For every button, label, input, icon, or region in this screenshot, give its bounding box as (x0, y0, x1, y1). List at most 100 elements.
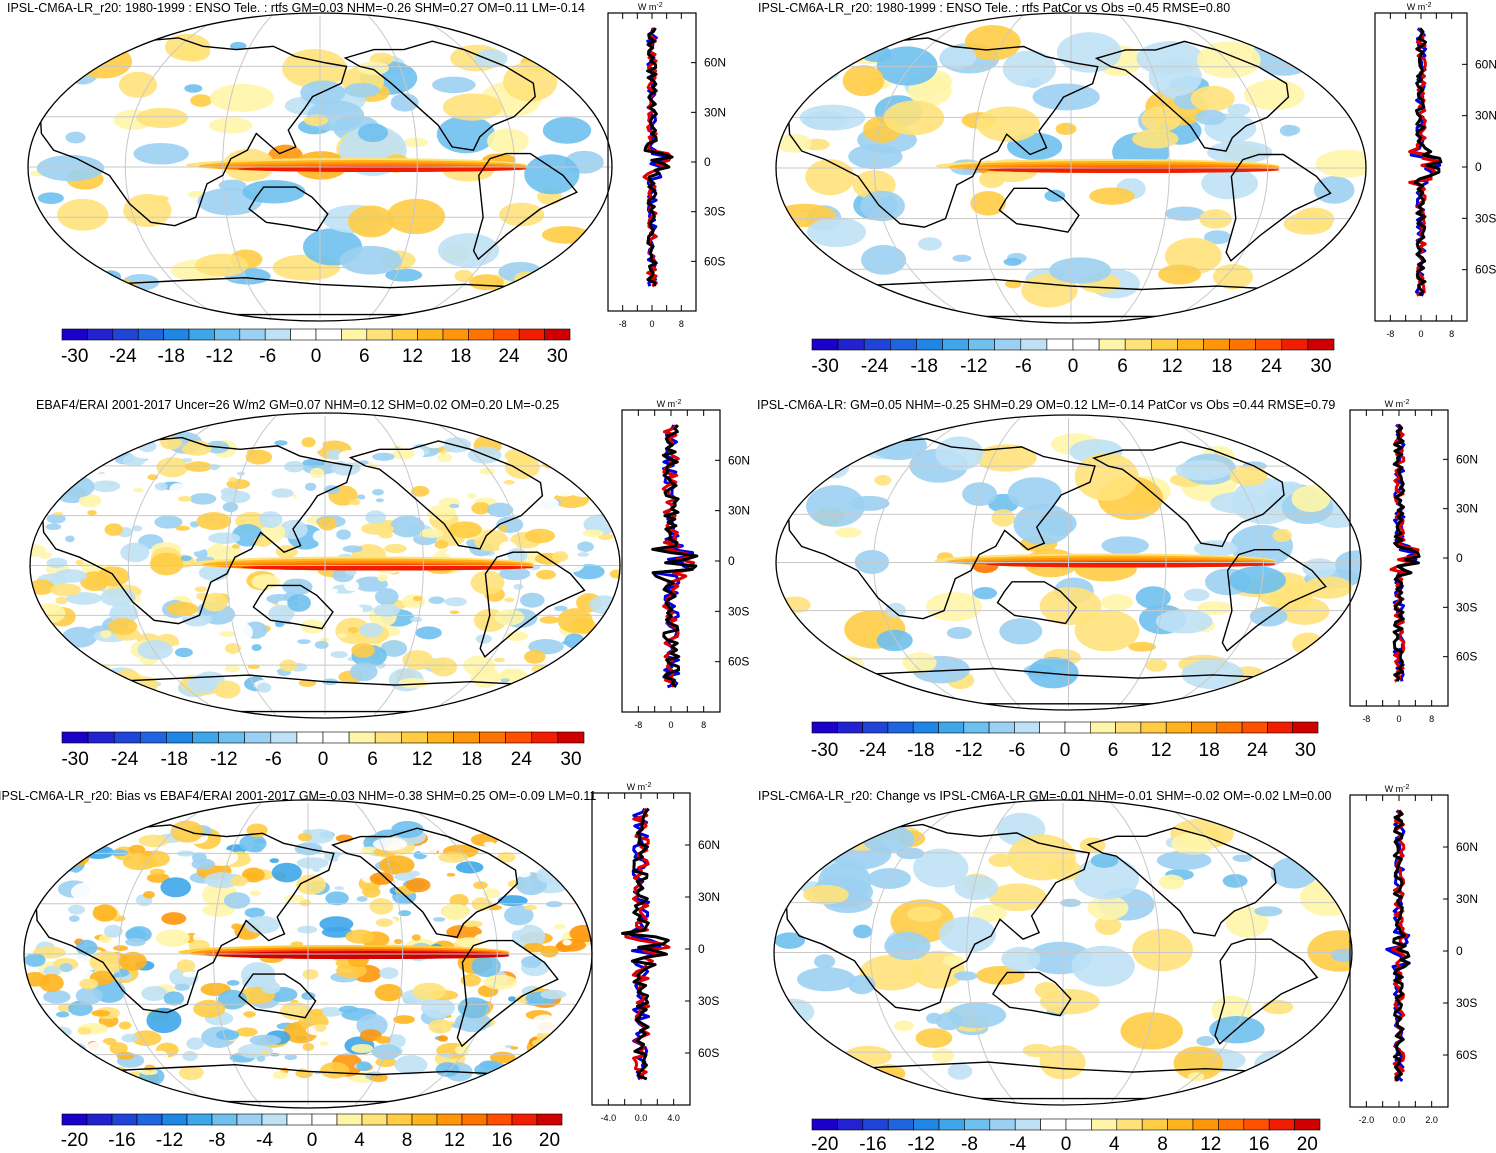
colorbar-tick-label: -24 (859, 740, 887, 761)
field-patch (105, 583, 118, 593)
field-patch (1302, 558, 1337, 579)
field-patch (487, 128, 529, 154)
field-patch (363, 834, 393, 852)
profile-curve-model (1408, 27, 1442, 297)
field-patch (225, 647, 235, 652)
field-patch (502, 914, 526, 931)
field-patch (370, 653, 381, 660)
field-patch (973, 587, 998, 600)
profile-curve-model (660, 424, 697, 688)
field-patch (156, 929, 190, 947)
colorbar-box (166, 731, 193, 744)
field-patch (1199, 209, 1232, 229)
field-patch (244, 676, 269, 692)
field-patch (321, 563, 340, 572)
profile-curve-obs (1409, 27, 1442, 297)
field-patch (835, 527, 862, 538)
colorbar-box (913, 1118, 940, 1131)
enso-tongue (215, 951, 510, 959)
field-patch (410, 908, 429, 921)
field-patch (424, 441, 454, 454)
field-patch (449, 551, 477, 567)
field-patch (197, 601, 221, 616)
graticule-lon (118, 802, 214, 1106)
field-patch (1193, 540, 1238, 557)
field-patch (179, 555, 192, 562)
field-patch (109, 1042, 128, 1055)
colorbar-box (366, 328, 393, 341)
field-patch (139, 1067, 165, 1086)
colorbar-tick-label: -8 (961, 1134, 978, 1153)
field-patch (475, 530, 497, 542)
field-patch (573, 564, 605, 580)
field-patch (1229, 666, 1267, 688)
field-patch (239, 526, 263, 536)
colorbar-tick-label: -20 (61, 1130, 88, 1151)
profile-lat-label: 60N (1456, 452, 1478, 466)
field-patch (394, 669, 416, 682)
enso-tongue (178, 945, 510, 959)
graticule-lon (1119, 15, 1170, 321)
coastline (95, 1063, 516, 1103)
colorbar-box (192, 731, 219, 744)
colorbar-tick-label: -18 (907, 740, 934, 761)
field-patch (235, 1027, 258, 1037)
colorbar-tick-label: 12 (1162, 356, 1183, 377)
colorbar-box (938, 1118, 965, 1131)
field-patch (100, 270, 122, 284)
field-patch (272, 1070, 288, 1080)
field-patch (532, 1038, 550, 1048)
field-patch (273, 623, 304, 646)
graticule-lon (222, 15, 272, 319)
field-patch (1087, 895, 1129, 920)
enso-tongue (215, 560, 534, 571)
field-patch (1254, 906, 1283, 917)
field-patch (65, 535, 75, 543)
field-patch (401, 989, 434, 1005)
field-patch (226, 844, 247, 854)
profile-x-label: -8 (634, 720, 642, 730)
field-patch (290, 999, 299, 1005)
field-patch (555, 941, 573, 953)
field-patch (356, 896, 368, 902)
field-patch (220, 487, 239, 496)
field-patch (347, 1071, 379, 1083)
field-patch (394, 1055, 428, 1075)
colorbar-tick-label: 6 (367, 749, 378, 770)
field-patch (293, 530, 310, 539)
field-patch (559, 518, 580, 527)
field-patch (884, 932, 931, 961)
field-patch (137, 639, 173, 660)
colorbar-box (1191, 721, 1218, 734)
field-patch (844, 44, 892, 65)
field-patch (1168, 75, 1210, 95)
field-patch (96, 907, 120, 921)
field-patch (301, 891, 315, 900)
field-patch (265, 1030, 291, 1045)
profile-frame (591, 792, 691, 1106)
field-patch (505, 455, 540, 479)
field-patch (57, 880, 91, 898)
field-patch (318, 1006, 344, 1017)
field-patch (184, 830, 209, 844)
field-patch (36, 573, 67, 588)
enso-tongue (935, 159, 1280, 173)
field-patch (214, 593, 230, 605)
field-patch (98, 1014, 119, 1028)
field-patch (282, 578, 313, 595)
field-patch (200, 604, 236, 625)
field-patch (279, 520, 308, 540)
field-patch (357, 61, 389, 75)
field-patch (441, 904, 470, 919)
field-patch (556, 938, 586, 952)
colorbar-box (111, 1113, 138, 1126)
field-patch (1051, 433, 1101, 456)
field-patch (60, 475, 95, 498)
field-patch (385, 446, 413, 459)
field-patch (371, 1044, 402, 1060)
field-patch (860, 44, 892, 63)
field-patch (287, 594, 311, 612)
field-patch (492, 971, 517, 986)
field-patch (212, 440, 237, 458)
field-patch (515, 439, 536, 447)
